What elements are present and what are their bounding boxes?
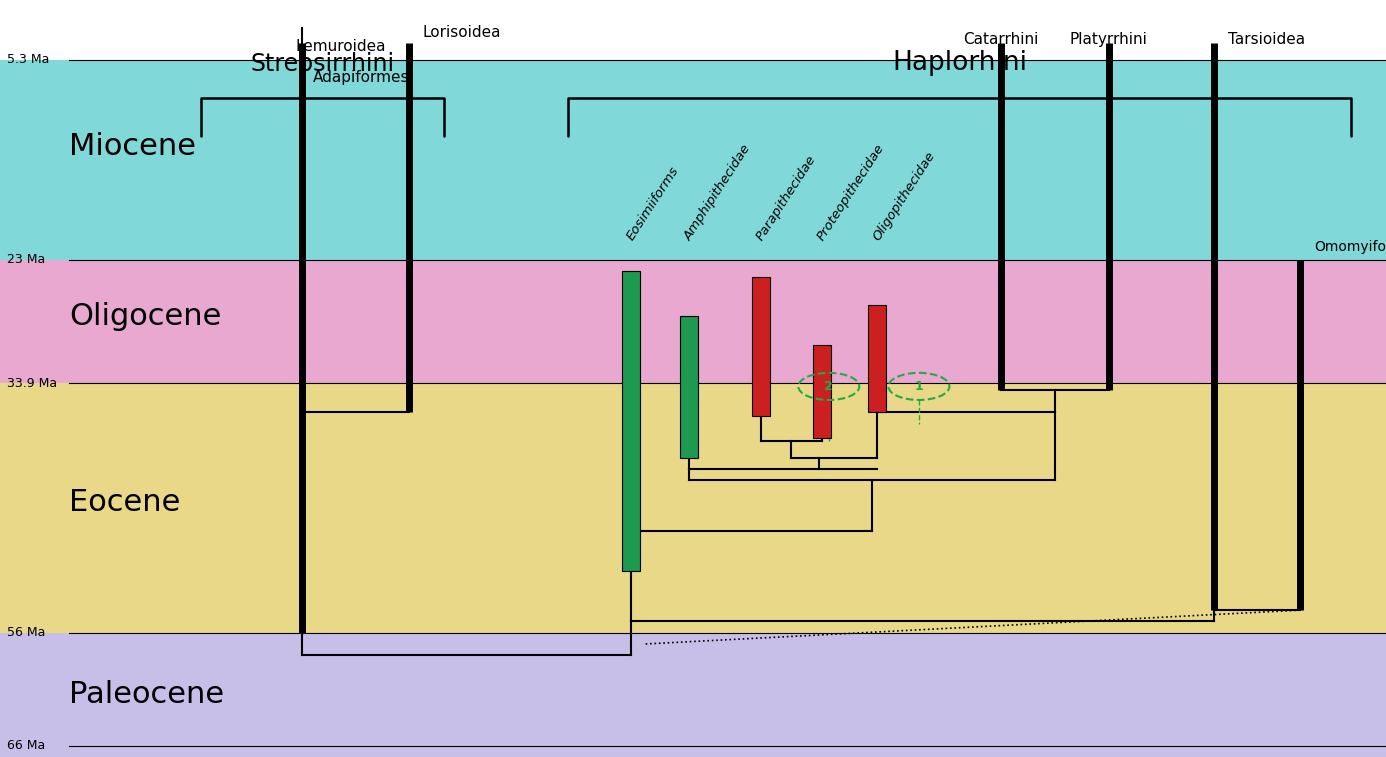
Bar	[0, 383, 1386, 633]
Text: Eocene: Eocene	[69, 488, 180, 517]
Text: Proteopithecidae: Proteopithecidae	[815, 142, 887, 243]
Text: 2: 2	[825, 380, 833, 393]
Text: Catarrhini: Catarrhini	[963, 33, 1038, 48]
Bar	[812, 344, 832, 438]
Text: 23 Ma: 23 Ma	[7, 254, 46, 266]
Text: Tarsioidea: Tarsioidea	[1228, 33, 1306, 48]
Bar	[0, 260, 1386, 383]
Text: 5.3 Ma: 5.3 Ma	[7, 54, 50, 67]
Bar	[0, 60, 1386, 260]
Bar	[0, 0, 1386, 60]
Text: Oligopithecidae: Oligopithecidae	[870, 149, 938, 243]
Text: Lemuroidea: Lemuroidea	[295, 39, 385, 55]
Text: Lorisoidea: Lorisoidea	[423, 24, 502, 39]
Text: Amphipithecidae: Amphipithecidae	[682, 142, 754, 243]
Text: Omomyiformes: Omomyiformes	[1314, 240, 1386, 254]
Text: Eosimiiforms: Eosimiiforms	[624, 164, 681, 243]
Text: Strepsirrhini: Strepsirrhini	[251, 51, 394, 76]
Text: 66 Ma: 66 Ma	[7, 739, 46, 752]
Text: Parapithecidae: Parapithecidae	[754, 153, 819, 243]
Text: Adapiformes: Adapiformes	[313, 70, 410, 85]
Text: 56 Ma: 56 Ma	[7, 626, 46, 639]
Text: Platyrrhini: Platyrrhini	[1070, 33, 1148, 48]
Bar	[621, 271, 640, 571]
Text: Miocene: Miocene	[69, 132, 197, 161]
Bar	[753, 277, 771, 416]
Bar	[679, 316, 697, 457]
Text: 33.9 Ma: 33.9 Ma	[7, 376, 57, 390]
Text: Oligocene: Oligocene	[69, 302, 222, 331]
Bar	[0, 633, 1386, 757]
Text: Paleocene: Paleocene	[69, 681, 225, 709]
Text: 1: 1	[915, 380, 923, 393]
Bar	[868, 305, 887, 413]
Text: Haplorhini: Haplorhini	[893, 50, 1027, 76]
